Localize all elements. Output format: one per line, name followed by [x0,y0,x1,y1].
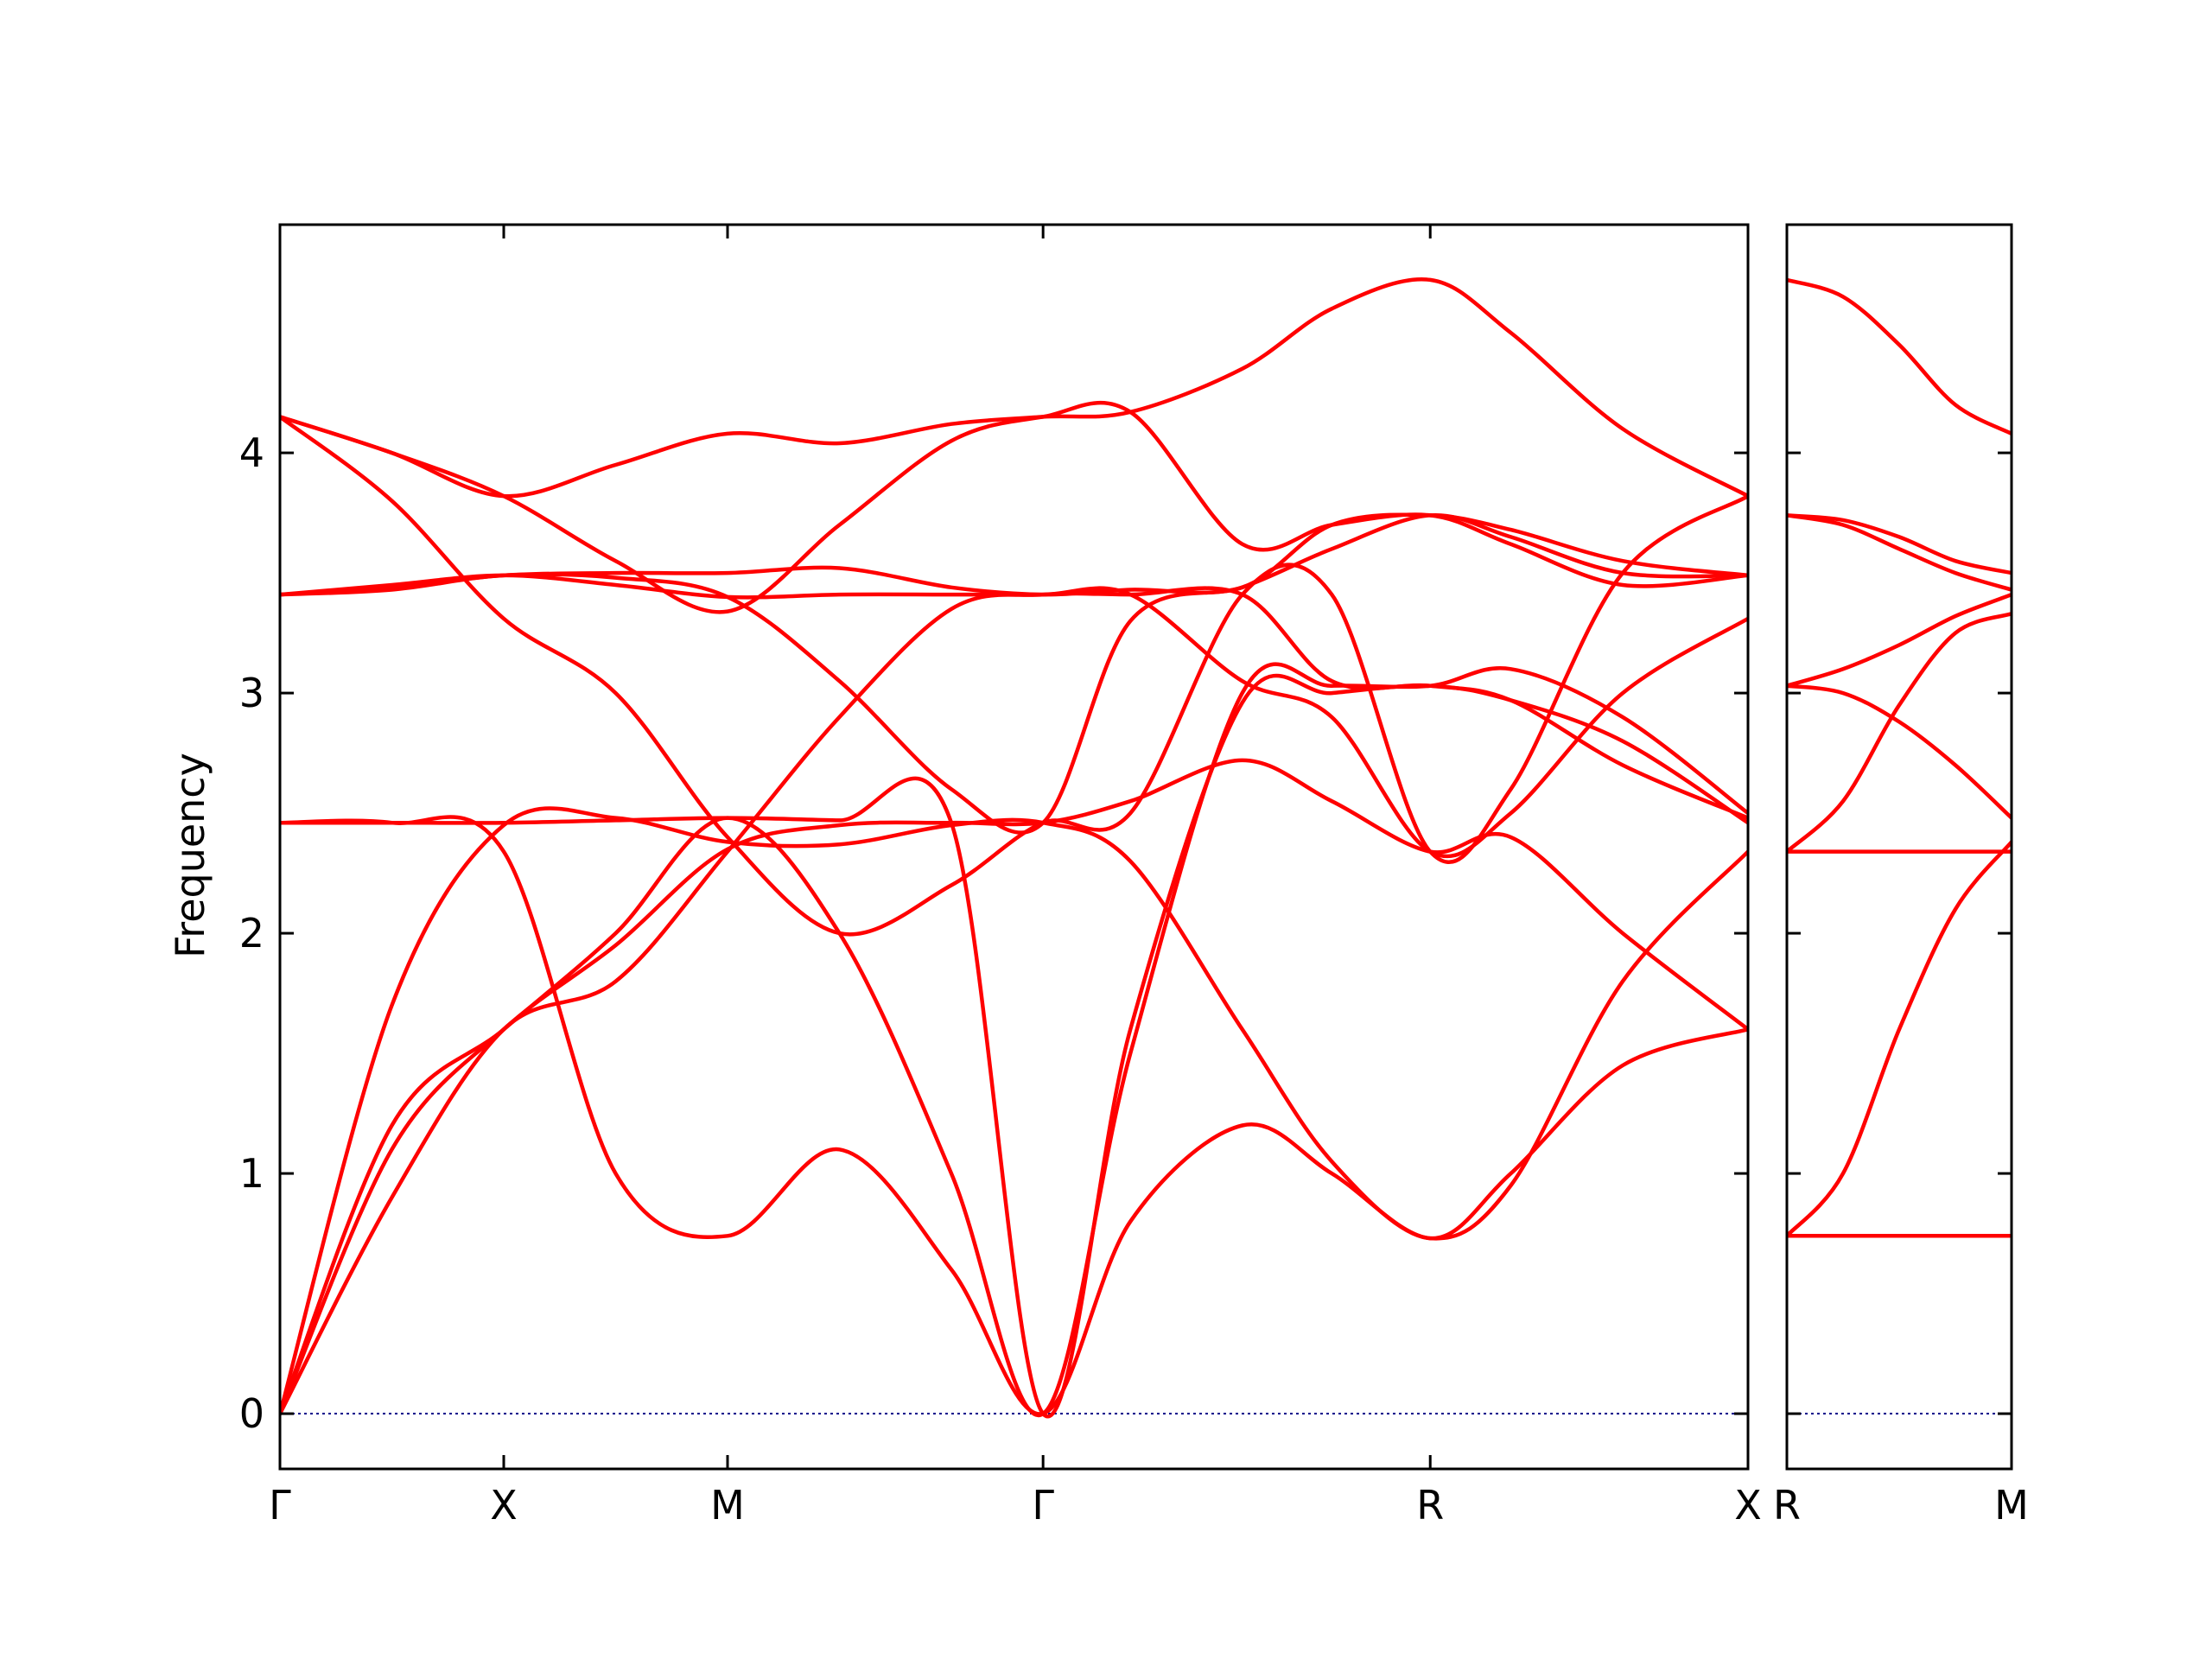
band-line-9 [1787,277,2012,436]
y-tick-label: 4 [239,429,264,476]
x-tick-label: M [710,1482,745,1529]
y-tick-label: 3 [239,670,264,716]
band-line-2 [280,806,1748,1416]
x-tick-label: X [490,1482,518,1529]
band-line-5 [1787,683,2012,820]
band-line-1 [280,758,1748,1416]
band-line-7 [280,512,1748,597]
band-line-9 [280,400,1748,614]
x-tick-label: R [1416,1482,1444,1529]
band-line-12 [280,586,1748,1416]
y-axis-label: Frequency [167,753,213,958]
y-tick-label: 2 [239,910,264,957]
band-line-5 [280,662,1748,1418]
band-group [280,277,1748,1419]
plot-frame [1785,223,2013,1471]
band-line-7 [1787,513,2012,592]
band-line-6 [1787,592,2012,688]
x-tick-label: M [1994,1482,2029,1529]
band-line-2 [1787,840,2012,1238]
panel-1: 0 1 2 3 4 Γ X M Γ R X [239,223,1762,1529]
band-line-3 [280,815,1748,1416]
band-group [1787,277,2012,1238]
x-tick-label: R [1773,1482,1801,1529]
band-line-10 [280,277,1748,499]
x-tick-label: Γ [1032,1482,1054,1529]
band-line-4 [1787,612,2012,854]
band-line-8 [1787,513,2012,575]
y-tick-label: 1 [239,1150,264,1197]
plot-frame [278,223,1750,1471]
band-line-4 [280,673,1748,1419]
y-tick-label: 0 [239,1390,264,1437]
x-tick-label: Γ [269,1482,291,1529]
x-tick-label: X [1734,1482,1762,1529]
band-line-8 [280,415,1748,937]
